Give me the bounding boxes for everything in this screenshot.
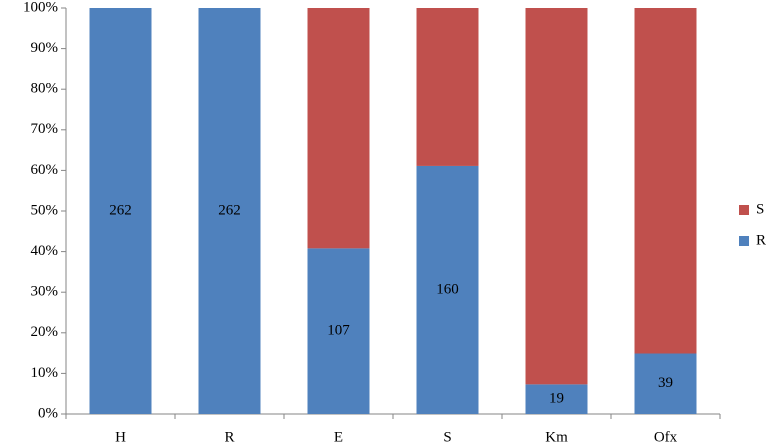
bar-segment [525,8,588,385]
y-tick-label: 60% [31,162,59,178]
bar-segment [634,353,697,414]
bar-segment [416,165,479,414]
legend-swatch [739,205,749,215]
bar-segment [416,8,479,166]
data-label: 19 [549,391,564,407]
bar-segment [525,384,588,414]
bar-segment [89,8,152,414]
legend-label: R [756,232,766,248]
bar-segment [634,8,697,354]
y-tick-label: 20% [31,324,59,340]
data-label: 160 [436,281,459,297]
y-tick-label: 50% [31,202,59,218]
data-label: 107 [327,323,350,339]
data-label: 262 [218,202,241,218]
x-tick-label: H [115,429,126,445]
x-tick-label: Ofx [654,429,678,445]
y-tick-label: 40% [31,243,59,259]
bar-segment [198,8,261,414]
y-tick-label: 10% [31,365,59,381]
y-tick-label: 80% [31,81,59,97]
x-tick-label: E [334,429,343,445]
x-tick-label: Km [545,429,568,445]
data-label: 262 [109,202,132,218]
y-tick-label: 30% [31,284,59,300]
bar-segment [307,248,370,414]
x-tick-label: R [224,429,234,445]
legend-label: S [756,201,764,217]
y-tick-label: 90% [31,40,59,56]
data-label: 39 [658,375,673,391]
y-tick-label: 100% [23,0,58,15]
bar-segment [307,8,370,249]
y-tick-label: 0% [38,405,58,421]
y-tick-label: 70% [31,121,59,137]
legend-swatch [739,236,749,246]
x-tick-label: S [443,429,451,445]
